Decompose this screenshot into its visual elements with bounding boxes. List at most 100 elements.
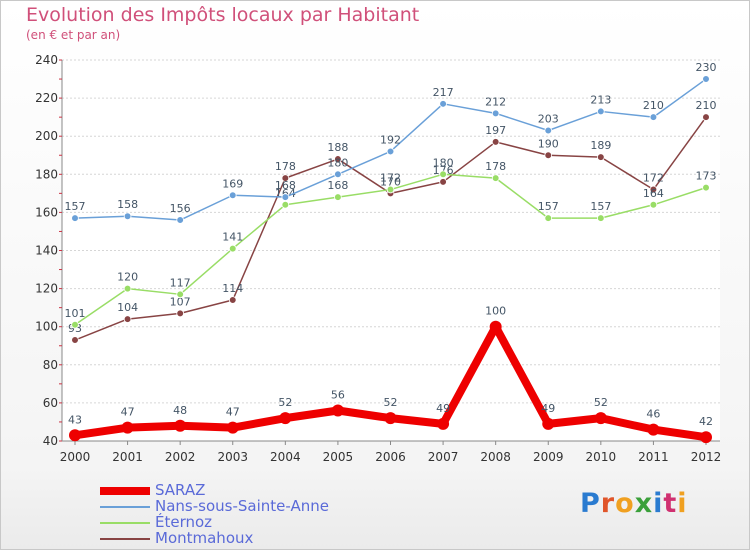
data-point	[649, 185, 658, 194]
data-point	[597, 107, 605, 116]
chart-subtitle: (en € et par an)	[26, 28, 121, 42]
legend-item: SARAZ	[100, 481, 400, 499]
data-point	[491, 138, 500, 146]
y-tick-label: 180	[35, 167, 58, 181]
x-tick-label: 2007	[428, 450, 459, 464]
data-label: 49	[436, 402, 450, 415]
data-label: 42	[699, 415, 713, 428]
data-point	[279, 412, 292, 425]
data-label: 169	[222, 177, 243, 190]
x-tick-label: 2009	[533, 450, 564, 464]
data-point	[544, 151, 553, 160]
data-point	[439, 100, 447, 108]
data-point	[281, 174, 290, 182]
logo-letter: P	[580, 488, 601, 519]
data-label: 164	[643, 187, 664, 200]
x-tick-label: 2001	[112, 450, 143, 464]
data-point	[121, 421, 134, 434]
data-label: 52	[384, 396, 398, 409]
data-point	[334, 155, 342, 163]
data-point	[228, 191, 237, 200]
data-point	[649, 200, 658, 209]
data-point	[597, 214, 605, 222]
data-label: 101	[65, 307, 86, 320]
data-label: 189	[590, 139, 611, 152]
data-label: 157	[590, 200, 611, 213]
data-point	[544, 214, 553, 222]
data-point	[331, 404, 344, 417]
y-tick-label: 160	[35, 205, 58, 219]
x-tick-label: 2003	[217, 450, 248, 464]
x-tick-label: 2010	[586, 450, 617, 464]
data-point	[647, 423, 660, 436]
x-tick-label: 2000	[60, 450, 91, 464]
legend-label: Éternoz	[155, 513, 213, 531]
data-point	[702, 75, 710, 83]
data-point	[176, 216, 184, 224]
legend-swatch	[100, 506, 150, 508]
data-label: 117	[170, 276, 191, 289]
y-tick-label: 200	[35, 129, 58, 143]
legend-swatch	[100, 538, 150, 540]
data-label: 107	[170, 295, 191, 308]
data-label: 203	[538, 112, 559, 125]
data-label: 120	[117, 271, 138, 284]
data-label: 173	[696, 170, 717, 183]
legend-item: Éternoz	[100, 513, 400, 531]
data-point	[702, 183, 710, 192]
data-point	[700, 431, 712, 444]
legend-label: Montmahoux	[155, 529, 254, 547]
data-label: 156	[170, 202, 191, 215]
y-tick-label: 40	[43, 434, 58, 448]
data-label: 210	[696, 99, 717, 112]
data-label: 141	[222, 231, 243, 244]
data-label: 114	[222, 282, 243, 295]
data-point	[544, 126, 553, 135]
legend-item: Montmahoux	[100, 529, 400, 547]
data-point	[123, 315, 132, 323]
y-tick-label: 220	[35, 91, 58, 105]
data-point	[123, 284, 132, 293]
y-tick-label: 60	[43, 396, 58, 410]
data-label: 188	[327, 141, 348, 154]
data-point	[176, 309, 184, 318]
data-point	[384, 412, 397, 425]
data-label: 190	[538, 137, 559, 150]
data-label: 168	[327, 179, 348, 192]
data-label: 157	[538, 200, 559, 213]
data-label: 104	[117, 301, 138, 314]
x-tick-label: 2005	[323, 450, 354, 464]
data-label: 230	[696, 61, 717, 74]
x-tick-label: 2012	[691, 450, 722, 464]
data-label: 46	[646, 408, 660, 421]
data-point	[71, 214, 79, 222]
data-label: 158	[117, 198, 138, 211]
legend-swatch	[100, 522, 150, 524]
data-point	[228, 296, 237, 304]
legend-item: Nans-sous-Sainte-Anne	[100, 497, 400, 515]
data-point	[491, 109, 500, 118]
data-label: 168	[275, 179, 296, 192]
x-tick-label: 2008	[480, 450, 511, 464]
data-label: 49	[541, 402, 555, 415]
logo-letter: r	[600, 488, 616, 519]
data-label: 43	[68, 413, 82, 426]
data-label: 210	[643, 99, 664, 112]
y-tick-label: 240	[35, 53, 58, 67]
data-point	[71, 320, 79, 329]
data-point	[437, 417, 450, 430]
proxiti-logo: Proxiti	[580, 488, 688, 519]
data-label: 213	[590, 93, 611, 106]
logo-letter: i	[677, 488, 688, 519]
data-label: 56	[331, 389, 345, 402]
y-tick-label: 120	[35, 282, 58, 296]
data-label: 172	[643, 172, 664, 185]
data-label: 180	[433, 156, 454, 169]
data-point	[702, 113, 710, 121]
data-label: 47	[226, 406, 240, 419]
data-point	[491, 174, 500, 182]
data-label: 157	[65, 200, 86, 213]
data-label: 170	[380, 175, 401, 188]
chart-legend: SARAZ Nans-sous-Sainte-Anne Éternoz Montmah…	[100, 481, 400, 547]
